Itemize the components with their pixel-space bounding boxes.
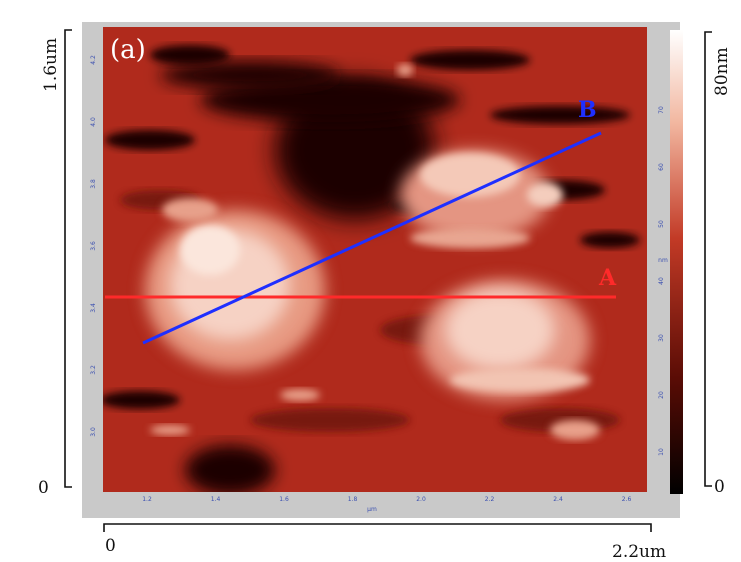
inner-y-tick-label: 3.4 — [90, 303, 97, 313]
inner-x-tick-label: 1.6 — [279, 496, 289, 503]
inner-x-tick-label: 1.4 — [211, 496, 221, 503]
inner-colorbar-tick-label: 40 — [658, 277, 665, 285]
inner-y-tick-label: 3.0 — [90, 427, 97, 437]
inner-colorbar-tick-label: 30 — [658, 334, 665, 342]
profile-label-a: A — [598, 265, 617, 291]
panel-label: (a) — [110, 35, 146, 65]
inner-colorbar-ticks: 10 20 30 40 50 60 70 — [658, 106, 665, 456]
inner-x-tick-label: 2.4 — [553, 496, 563, 503]
inner-y-tick-label: 4.2 — [90, 55, 97, 65]
inner-colorbar-unit: nm — [658, 257, 668, 264]
grain-lower-right — [420, 280, 600, 440]
y-scale-bar — [64, 29, 72, 488]
x-scale-bar — [103, 523, 652, 532]
colorbar-bracket — [704, 31, 712, 487]
y-axis-min-label: 0 — [38, 478, 49, 498]
x-axis-min-label: 0 — [105, 536, 116, 556]
x-axis-max-label: 2.2um — [612, 542, 666, 562]
inner-y-tick-label: 4.0 — [90, 117, 97, 127]
inner-x-tick-label: 2.2 — [485, 496, 495, 503]
inner-x-tick-label: 2.6 — [622, 496, 632, 503]
inner-colorbar-tick-label: 70 — [658, 106, 665, 114]
inner-y-tick-label: 3.2 — [90, 365, 97, 375]
afm-scan-image — [103, 27, 647, 492]
inner-x-unit: µm — [367, 506, 377, 513]
inner-y-tick-label: 3.8 — [90, 179, 97, 189]
inner-colorbar-tick-label: 60 — [658, 163, 665, 171]
inner-x-tick-label: 1.8 — [348, 496, 358, 503]
inner-x-ticks: 1.2 1.4 1.6 1.8 2.0 2.2 2.4 2.6 — [142, 496, 631, 503]
inner-colorbar-tick-label: 20 — [658, 391, 665, 399]
inner-x-tick-label: 1.2 — [142, 496, 152, 503]
colorbar-min-label: 0 — [714, 477, 725, 497]
inner-x-tick-label: 2.0 — [416, 496, 426, 503]
grain-left — [145, 198, 325, 370]
profile-line-b — [142, 131, 602, 345]
inner-colorbar-tick-label: 10 — [658, 448, 665, 456]
inner-y-tick-label: 3.6 — [90, 241, 97, 251]
profile-label-b: B — [578, 97, 597, 123]
y-axis-max-label: 1.6um — [41, 38, 61, 92]
colorbar — [670, 30, 683, 494]
colorbar-max-label: 80nm — [712, 47, 732, 96]
inner-y-ticks: 3.0 3.2 3.4 3.6 3.8 4.0 4.2 — [90, 55, 97, 437]
inner-colorbar-tick-label: 50 — [658, 220, 665, 228]
